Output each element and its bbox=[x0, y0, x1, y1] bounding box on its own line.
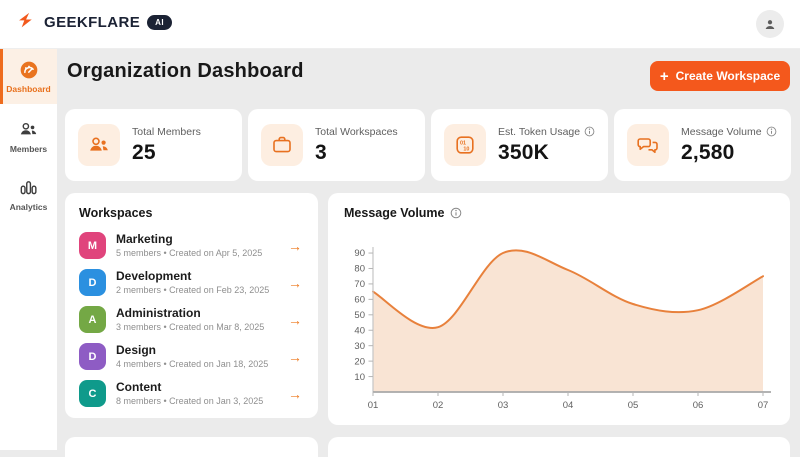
stat-label: Est. Token Usage bbox=[498, 126, 595, 138]
workspace-name: Design bbox=[116, 342, 157, 357]
arrow-right-icon[interactable]: → bbox=[288, 311, 302, 328]
bottom-right-panel bbox=[328, 437, 790, 457]
info-icon[interactable] bbox=[584, 126, 595, 137]
create-workspace-button[interactable]: + Create Workspace bbox=[650, 61, 790, 91]
arrow-right-icon[interactable]: → bbox=[288, 348, 302, 365]
workspace-row-content[interactable]: C Content 8 members • Created on Jan 3, … bbox=[79, 380, 304, 407]
sidebar-item-analytics[interactable]: Analytics bbox=[0, 168, 57, 220]
workspace-name: Content bbox=[116, 379, 162, 394]
svg-text:40: 40 bbox=[354, 325, 365, 336]
sidebar-item-members[interactable]: Members bbox=[0, 110, 57, 162]
workspaces-panel: Workspaces M Marketing 5 members • Creat… bbox=[65, 193, 318, 418]
svg-text:03: 03 bbox=[498, 400, 509, 411]
svg-text:90: 90 bbox=[354, 248, 365, 259]
chart-title: Message Volume bbox=[344, 206, 790, 220]
stat-label: Message Volume bbox=[681, 126, 777, 138]
arrow-right-icon[interactable]: → bbox=[288, 385, 302, 402]
stat-card-total-members: Total Members 25 bbox=[65, 109, 242, 181]
workspace-meta: 5 members • Created on Apr 5, 2025 bbox=[116, 248, 263, 259]
svg-text:60: 60 bbox=[354, 295, 365, 306]
svg-text:10: 10 bbox=[463, 146, 469, 152]
members-icon bbox=[18, 119, 39, 140]
svg-text:07: 07 bbox=[758, 400, 769, 411]
stats-row: Total Members 25 Total Workspaces 3 01 1… bbox=[65, 109, 791, 181]
stat-value: 25 bbox=[132, 140, 156, 164]
geekflare-flare-icon bbox=[16, 12, 37, 33]
sidebar-item-dashboard[interactable]: Dashboard bbox=[0, 48, 57, 104]
user-icon bbox=[762, 16, 778, 32]
members-icon bbox=[78, 124, 120, 166]
analytics-bars-icon bbox=[18, 177, 39, 198]
bottom-left-panel bbox=[65, 437, 318, 457]
workspace-row-marketing[interactable]: M Marketing 5 members • Created on Apr 5… bbox=[79, 232, 304, 259]
stat-label: Total Workspaces bbox=[315, 125, 398, 138]
svg-text:70: 70 bbox=[354, 279, 365, 290]
workspace-name: Development bbox=[116, 268, 192, 283]
plus-icon: + bbox=[659, 67, 669, 85]
ai-badge: AI bbox=[147, 15, 173, 30]
workspace-avatar: D bbox=[79, 269, 106, 296]
brand-logo: GEEKFLARE AI bbox=[16, 12, 173, 33]
sidebar-label-analytics: Analytics bbox=[9, 202, 48, 212]
svg-text:02: 02 bbox=[433, 400, 444, 411]
brand-name: GEEKFLARE bbox=[44, 14, 141, 31]
workspace-avatar: A bbox=[79, 306, 106, 333]
info-icon[interactable] bbox=[450, 207, 462, 219]
svg-text:80: 80 bbox=[354, 264, 365, 275]
user-avatar[interactable] bbox=[756, 10, 784, 38]
sidebar-label-dashboard: Dashboard bbox=[6, 84, 51, 94]
svg-text:10: 10 bbox=[354, 372, 365, 383]
workspace-name: Marketing bbox=[116, 231, 173, 246]
svg-text:30: 30 bbox=[354, 341, 365, 352]
arrow-right-icon[interactable]: → bbox=[288, 237, 302, 254]
info-icon[interactable] bbox=[766, 126, 777, 137]
svg-text:04: 04 bbox=[563, 400, 574, 411]
stat-value: 350K bbox=[498, 140, 550, 164]
workspace-avatar: D bbox=[79, 343, 106, 370]
workspace-row-development[interactable]: D Development 2 members • Created on Feb… bbox=[79, 269, 304, 296]
dashboard-gauge-icon bbox=[19, 60, 39, 80]
workspace-row-administration[interactable]: A Administration 3 members • Created on … bbox=[79, 306, 304, 333]
sidebar-label-members: Members bbox=[9, 144, 48, 154]
stat-card-message-volume: Message Volume 2,580 bbox=[614, 109, 791, 181]
stat-card-token-usage: 01 10 Est. Token Usage 350K bbox=[431, 109, 608, 181]
stat-card-total-workspaces: Total Workspaces 3 bbox=[248, 109, 425, 181]
message-volume-panel: Message Volume 10 20 30 40 50 60 70 80 90 01 02 03 0… bbox=[328, 193, 790, 425]
workspace-meta: 4 members • Created on Jan 18, 2025 bbox=[116, 359, 269, 370]
workspace-meta: 8 members • Created on Jan 3, 2025 bbox=[116, 396, 264, 407]
workspace-avatar: C bbox=[79, 380, 106, 407]
create-workspace-label: Create Workspace bbox=[675, 69, 781, 83]
sidebar: Dashboard Members Analytics bbox=[0, 48, 57, 450]
svg-text:50: 50 bbox=[354, 310, 365, 321]
chat-bubbles-icon bbox=[627, 124, 669, 166]
svg-text:20: 20 bbox=[354, 356, 365, 367]
top-bar: GEEKFLARE AI bbox=[0, 0, 800, 49]
workspaces-title: Workspaces bbox=[79, 206, 153, 220]
workspace-row-design[interactable]: D Design 4 members • Created on Jan 18, … bbox=[79, 343, 304, 370]
svg-text:01: 01 bbox=[460, 141, 466, 147]
svg-text:05: 05 bbox=[628, 400, 639, 411]
workspace-name: Administration bbox=[116, 305, 201, 320]
workspace-meta: 2 members • Created on Feb 23, 2025 bbox=[116, 285, 270, 296]
stat-value: 3 bbox=[315, 140, 327, 164]
svg-text:01: 01 bbox=[368, 400, 379, 411]
page-title: Organization Dashboard bbox=[67, 60, 304, 82]
stat-label: Total Members bbox=[132, 125, 201, 138]
briefcase-icon bbox=[261, 124, 303, 166]
arrow-right-icon[interactable]: → bbox=[288, 274, 302, 291]
workspace-avatar: M bbox=[79, 232, 106, 259]
svg-text:06: 06 bbox=[693, 400, 704, 411]
token-icon: 01 10 bbox=[444, 124, 486, 166]
stat-value: 2,580 bbox=[681, 140, 735, 164]
workspace-meta: 3 members • Created on Mar 8, 2025 bbox=[116, 322, 265, 333]
message-volume-chart: 10 20 30 40 50 60 70 80 90 01 02 03 04 05 06 07 bbox=[354, 247, 771, 411]
